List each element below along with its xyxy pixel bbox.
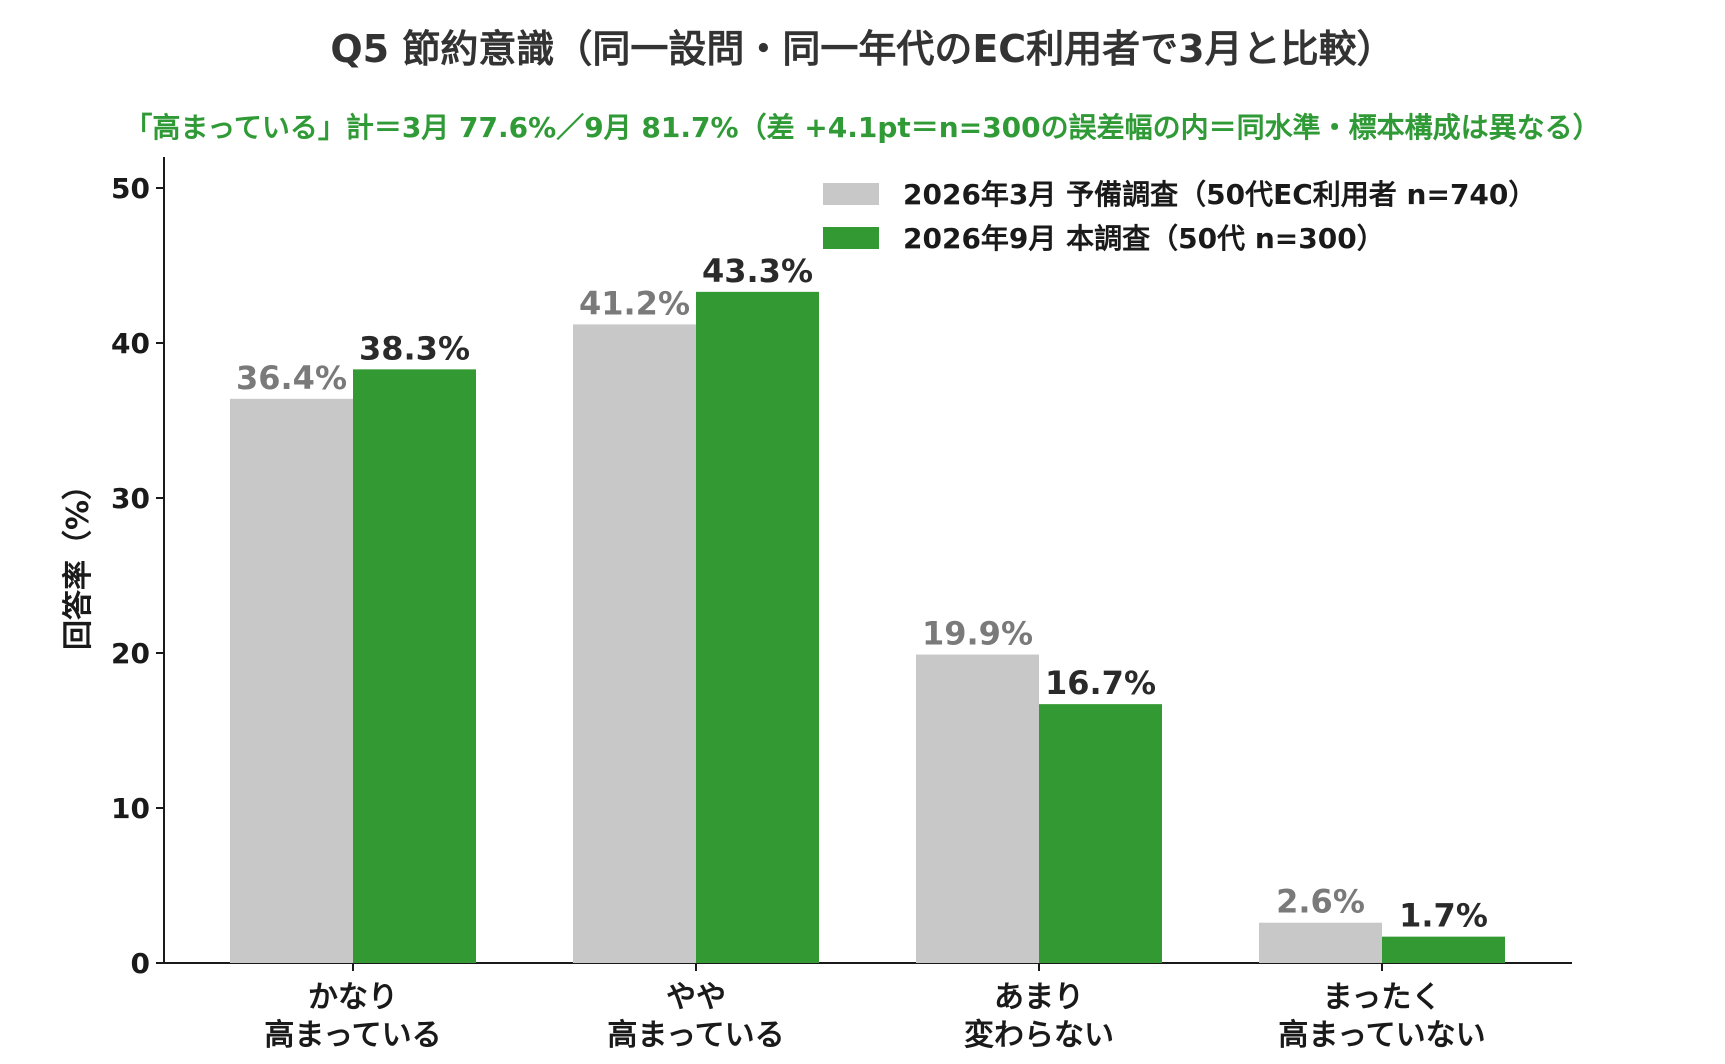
y-tick-label: 50	[111, 172, 150, 205]
x-category-label: 変わらない	[964, 1018, 1114, 1053]
bar-september	[1039, 704, 1162, 963]
chart-title: Q5 節約意識（同一設問・同一年代のEC利用者で3月と比較）	[330, 27, 1395, 71]
data-label-september: 16.7%	[1045, 664, 1156, 702]
x-category-label: 高まっている	[607, 1018, 784, 1053]
y-tick-label: 20	[111, 637, 150, 670]
legend-swatch	[823, 183, 879, 205]
legend-swatch	[823, 227, 879, 249]
legend-label: 2026年3月 予備調査（50代EC利用者 n=740）	[903, 178, 1536, 211]
bar-september	[696, 291, 819, 964]
y-tick-label: 40	[111, 327, 150, 360]
x-category-label: やや	[666, 980, 726, 1015]
data-label-september: 1.7%	[1399, 897, 1488, 935]
chart-subtitle: 「高まっている」計＝3月 77.6%／9月 81.7%（差 +4.1pt＝n=3…	[124, 111, 1601, 144]
data-label-march: 41.2%	[579, 284, 690, 322]
data-label-september: 43.3%	[702, 252, 813, 290]
x-category-label: かなり	[308, 980, 398, 1015]
y-axis-label: 回答率（%）	[61, 470, 96, 650]
y-tick-label: 30	[111, 482, 150, 515]
bar-march	[573, 324, 696, 963]
x-category-label: 高まっていない	[1278, 1018, 1485, 1053]
x-category-label: まったく	[1323, 980, 1442, 1015]
bar-march	[916, 654, 1039, 963]
bar-march	[230, 398, 353, 963]
bar-march	[1259, 922, 1382, 963]
y-tick-label: 0	[131, 947, 150, 980]
bar-september	[1382, 936, 1505, 963]
data-label-september: 38.3%	[359, 329, 470, 367]
legend-label: 2026年9月 本調査（50代 n=300）	[903, 222, 1385, 255]
data-label-march: 36.4%	[236, 359, 347, 397]
x-category-label: あまり	[994, 980, 1084, 1015]
data-label-march: 2.6%	[1276, 883, 1365, 921]
bar-september	[353, 369, 476, 964]
x-category-label: 高まっている	[264, 1018, 441, 1053]
y-tick-label: 10	[111, 792, 150, 825]
data-label-march: 19.9%	[922, 615, 1033, 653]
